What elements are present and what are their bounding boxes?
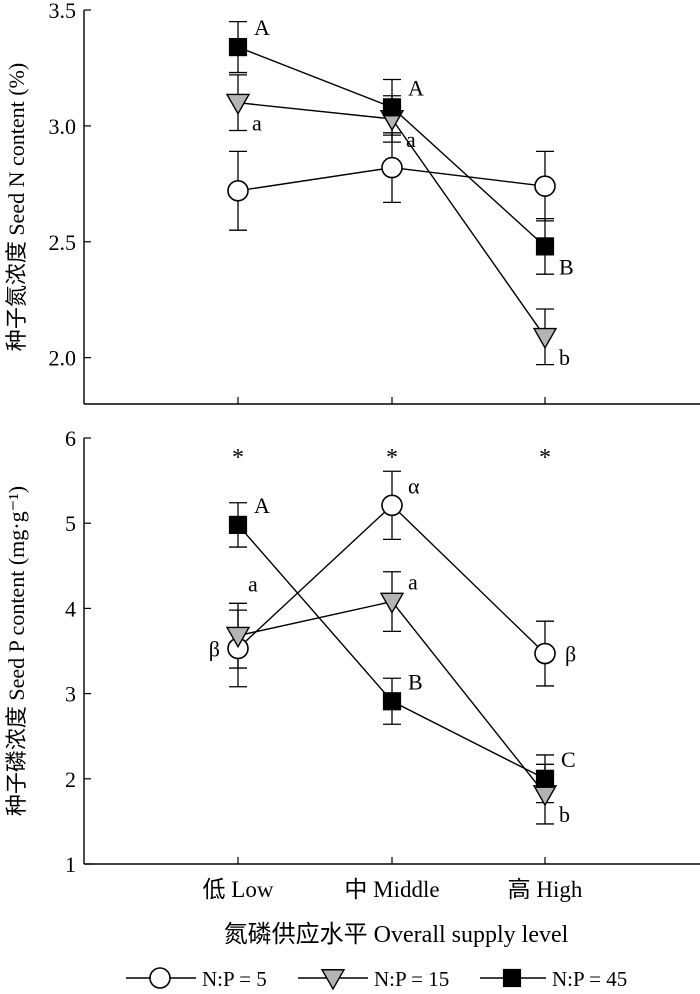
significance-letter: a (248, 572, 258, 597)
significance-letter: A (408, 75, 424, 100)
significance-letter: a (252, 111, 262, 136)
significance-letter: A (254, 15, 270, 40)
panel-seed-n: 2.0 2.5 3.0 3.5 种子氮浓度 Seed N content (%) Aa Aa… (4, 0, 700, 405)
legend-marker-2 (320, 969, 346, 991)
x-category-label: 中 Middle (344, 877, 439, 902)
data-point-series-2 (225, 93, 251, 116)
data-point-series-2 (225, 626, 251, 649)
significance-letter: B (559, 254, 574, 279)
significance-letter: B (408, 669, 423, 694)
y-axis-title: 种子氮浓度 Seed N content (%) (4, 63, 29, 351)
y-tick-label: 5 (65, 511, 76, 536)
x-category-label: 低 Low (203, 877, 274, 902)
data-point-series-3 (228, 37, 248, 57)
data-point-series-3 (228, 515, 248, 535)
legend-label-1: N:P = 5 (202, 967, 267, 991)
legend-marker-1 (149, 967, 171, 989)
y-tick-label: 3.0 (49, 114, 77, 139)
x-category-label: 高 High (508, 877, 583, 902)
significance-letter: β (565, 642, 576, 667)
significance-letter: b (559, 345, 570, 370)
data-point-series-3 (382, 98, 402, 117)
data-point-series-2 (379, 592, 405, 614)
legend: N:P = 5 N:P = 15 N:P = 45 (126, 967, 627, 991)
significance-letter: a (406, 127, 416, 152)
significance-star: * (386, 445, 398, 471)
y-axis-title: 种子磷浓度 Seed P content (mg·g⁻¹) (4, 486, 29, 816)
significance-letter: β (209, 636, 220, 661)
data-point-series-2 (532, 327, 558, 350)
y-tick-label: 1 (65, 852, 76, 877)
y-tick-label: 2.5 (49, 230, 77, 255)
y-tick-label: 6 (65, 426, 76, 451)
y-tick-label: 2 (65, 767, 76, 792)
significance-star: * (539, 445, 551, 471)
legend-label-3: N:P = 45 (552, 967, 627, 991)
significance-letter: A (254, 493, 270, 518)
series-line-3 (237, 524, 546, 780)
data-point-series-1 (534, 642, 556, 665)
y-tick-label: 2.0 (49, 346, 77, 371)
data-point-series-1 (381, 494, 403, 517)
significance-letter: a (408, 570, 418, 595)
x-axis-title: 氮磷供应水平 Overall supply level (224, 921, 569, 948)
data-point-series-1 (381, 156, 403, 179)
y-tick-label: 4 (65, 596, 76, 621)
data-point-series-1 (534, 175, 556, 197)
significance-letter: α (408, 473, 420, 498)
panel-seed-p: 1 2 3 4 5 6 种子磷浓度 Seed P content (mg·g⁻¹) Aa β α a… (4, 426, 700, 877)
data-point-series-3 (382, 692, 402, 711)
legend-label-2: N:P = 15 (374, 967, 449, 991)
x-axis-category-labels: 低 Low 中 Middle 高 High (203, 877, 583, 902)
significance-star: * (232, 445, 244, 471)
data-point-series-1 (227, 179, 249, 202)
significance-letter: b (559, 802, 570, 827)
y-tick-label: 3 (65, 682, 76, 707)
legend-marker-3 (502, 968, 522, 988)
data-point-series-3 (535, 769, 555, 788)
y-tick-label: 3.5 (49, 0, 77, 23)
data-point-series-3 (535, 237, 555, 256)
significance-letter: C (561, 747, 576, 772)
